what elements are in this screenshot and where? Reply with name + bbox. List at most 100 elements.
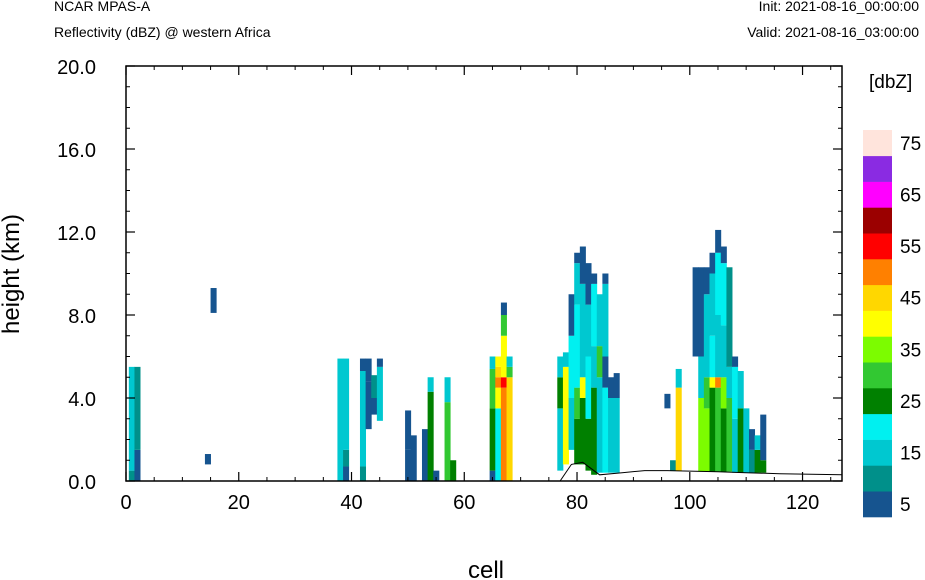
reflectivity-cell <box>579 377 586 398</box>
reflectivity-cell <box>495 377 502 388</box>
reflectivity-cell <box>500 315 507 336</box>
reflectivity-cell <box>557 377 564 409</box>
reflectivity-cell <box>692 267 699 357</box>
reflectivity-cell <box>743 408 750 473</box>
colorbar-label: 35 <box>900 340 921 361</box>
reflectivity-cell <box>591 273 598 284</box>
reflectivity-cell <box>720 325 727 378</box>
x-tick-label: 80 <box>566 492 588 514</box>
reflectivity-cell <box>709 377 716 388</box>
reflectivity-cell <box>489 408 496 471</box>
reflectivity-cell <box>760 414 767 461</box>
colorbar-label: 5 <box>900 495 911 516</box>
x-tick-label: 20 <box>228 492 250 514</box>
reflectivity-cell <box>365 381 372 430</box>
reflectivity-cell <box>365 358 372 382</box>
title-line-2: Reflectivity (dBZ) @ western Africa <box>54 24 271 40</box>
reflectivity-cell <box>410 435 417 481</box>
reflectivity-cell <box>585 263 592 305</box>
reflectivity-cell <box>343 466 350 481</box>
colorbar-swatch <box>863 413 892 440</box>
terrain-line <box>126 461 843 482</box>
reflectivity-cell <box>596 346 603 378</box>
colorbar: 5 15 25 35 45 55 65 75 <box>863 130 921 518</box>
reflectivity-cell <box>500 377 507 388</box>
reflectivity-cell <box>591 283 598 347</box>
reflectivity-cell <box>500 387 507 482</box>
reflectivity-cell <box>726 366 733 399</box>
reflectivity-cell <box>596 377 603 473</box>
colorbar-label: 65 <box>900 186 921 207</box>
reflectivity-cell <box>500 302 507 315</box>
reflectivity-cell <box>557 356 564 378</box>
colorbar-swatch <box>863 284 892 311</box>
reflectivity-cell <box>495 366 502 378</box>
x-tick-label: 120 <box>786 492 819 514</box>
reflectivity-cell <box>698 267 705 357</box>
colorbar-swatch <box>863 130 892 157</box>
reflectivity-cell <box>737 371 744 409</box>
reflectivity-cell <box>337 358 344 481</box>
reflectivity-cell <box>495 356 502 367</box>
reflectivity-cell <box>128 366 135 471</box>
reflectivity-cell <box>579 283 586 378</box>
reflectivity-cell <box>608 398 615 473</box>
colorbar-swatch <box>863 207 892 234</box>
colorbar-label: 25 <box>900 392 921 413</box>
reflectivity-cell <box>608 377 615 398</box>
reflectivity-cell <box>574 387 581 419</box>
reflectivity-cell <box>703 377 710 409</box>
reflectivity-cell <box>715 377 722 388</box>
reflectivity-cell <box>715 229 722 253</box>
x-axis: 0 20 40 60 80 100 120 <box>120 66 832 514</box>
reflectivity-cell <box>568 294 575 336</box>
title-line-1: NCAR MPAS-A <box>54 0 151 14</box>
reflectivity-cell <box>506 377 513 481</box>
x-tick-label: 60 <box>453 492 475 514</box>
colorbar-swatch <box>863 336 892 363</box>
x-tick-label: 40 <box>340 492 362 514</box>
reflectivity-cell <box>715 387 722 472</box>
colorbar-swatch <box>863 155 892 182</box>
colorbar-label: 45 <box>900 289 921 310</box>
reflectivity-cell <box>343 449 350 467</box>
reflectivity-cell <box>709 335 716 378</box>
reflectivity-cell <box>568 335 575 398</box>
reflectivity-cell <box>405 410 412 450</box>
colorbar-swatch <box>863 259 892 286</box>
reflectivity-cell <box>343 358 350 450</box>
y-tick-label: 8.0 <box>68 306 96 328</box>
colorbar-label: 75 <box>900 134 921 155</box>
reflectivity-cell <box>506 366 513 378</box>
reflectivity-cell <box>720 408 727 472</box>
reflectivity-cell <box>359 358 367 372</box>
reflectivity-cell <box>754 435 761 450</box>
reflectivity-cell <box>596 294 603 347</box>
colorbar-swatch <box>863 310 892 337</box>
reflectivity-cell <box>421 429 429 482</box>
reflectivity-cell <box>720 246 727 264</box>
reflectivity-cell <box>134 366 141 450</box>
reflectivity-cell <box>732 366 739 419</box>
reflectivity-cell <box>613 373 620 398</box>
reflectivity-cell <box>495 408 502 482</box>
reflectivity-cell <box>602 273 609 284</box>
reflectivity-cell <box>709 273 716 336</box>
reflectivity-cell <box>210 288 217 313</box>
y-tick-label: 20.0 <box>57 57 96 79</box>
init-time-label: Init: 2021-08-16_00:00:00 <box>758 0 919 14</box>
reflectivity-cell <box>732 356 739 367</box>
reflectivity-cell <box>726 398 733 472</box>
reflectivity-cell <box>585 418 592 471</box>
reflectivity-cell <box>703 267 710 295</box>
reflectivity-cell <box>760 460 767 473</box>
reflectivity-cell <box>585 356 592 419</box>
reflectivity-cell <box>602 356 609 388</box>
reflectivity-cell <box>709 252 716 274</box>
reflectivity-cell <box>732 418 739 473</box>
reflectivity-cell <box>698 398 705 472</box>
reflectivity-cell <box>500 335 507 378</box>
reflectivity-cell <box>450 460 457 481</box>
reflectivity-cell <box>204 454 211 465</box>
